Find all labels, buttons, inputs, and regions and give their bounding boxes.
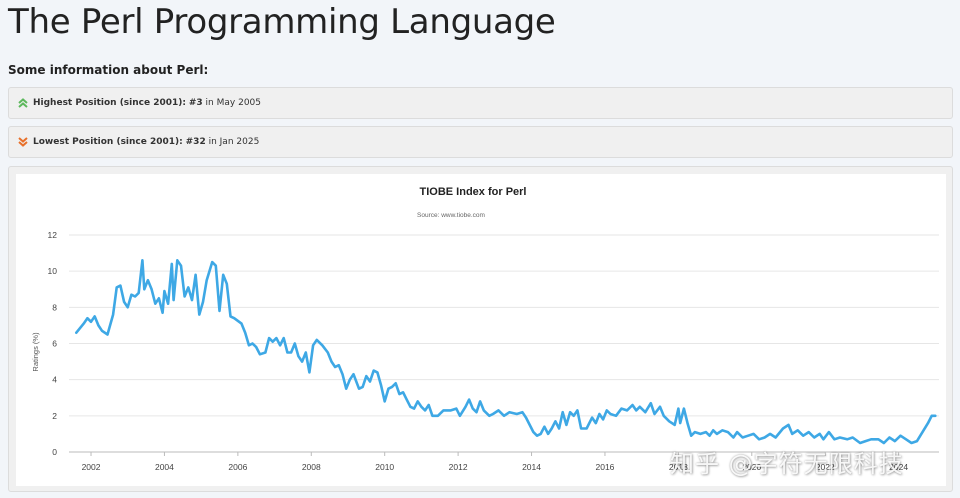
lowest-position-date: Jan 2025 <box>219 137 260 147</box>
x-tick-label: 2012 <box>449 462 468 472</box>
chart-panel: 0 2 4 6 8 10 12 2002 2004 2006 2008 2010 2012 2014 20… <box>8 166 953 492</box>
x-tick-label: 2004 <box>155 462 174 472</box>
y-tick-label: 12 <box>48 230 58 240</box>
watermark: 知乎 @字符无限科技 <box>670 450 904 478</box>
x-axis-ticks: 2002 2004 2006 2008 2010 2012 2014 2016 2018 2020… <box>82 452 908 472</box>
double-chevron-down-icon <box>18 137 28 147</box>
y-tick-label: 4 <box>52 375 57 385</box>
x-tick-label: 2010 <box>375 462 394 472</box>
y-tick-label: 2 <box>52 411 57 421</box>
lowest-position-connector: in <box>205 137 220 147</box>
highest-position-rank: #3 <box>188 98 203 108</box>
grid-lines <box>69 234 939 453</box>
highest-position-label: Highest Position (since 2001): <box>33 98 186 108</box>
x-tick-label: 2014 <box>522 462 541 472</box>
highest-position-date: May 2005 <box>216 98 261 108</box>
y-axis-ticks: 0 2 4 6 8 10 12 <box>48 230 58 457</box>
highest-position-connector: in <box>202 98 217 108</box>
x-tick-label: 2018 <box>669 462 688 472</box>
info-subheading: Some information about Perl: <box>8 63 209 77</box>
y-tick-label: 8 <box>52 302 57 312</box>
x-tick-label: 2020 <box>742 462 761 472</box>
chart-subtitle: Source: www.tiobe.com <box>417 212 485 219</box>
y-tick-label: 6 <box>52 339 57 349</box>
x-tick-label: 2024 <box>889 462 908 472</box>
lowest-position-box: Lowest Position (since 2001): #32 in Jan… <box>8 126 953 158</box>
chart-title: TIOBE Index for Perl <box>420 186 527 198</box>
lowest-position-rank: #32 <box>185 137 206 147</box>
y-axis-label: Ratings (%) <box>31 332 40 372</box>
x-tick-label: 2008 <box>302 462 321 472</box>
page-title: The Perl Programming Language <box>8 2 556 42</box>
y-tick-label: 10 <box>48 266 58 276</box>
highest-position-box: Highest Position (since 2001): #3 in May… <box>8 87 953 119</box>
series-line-perl <box>75 259 937 445</box>
chart-container: 0 2 4 6 8 10 12 2002 2004 2006 2008 2010 2012 2014 20… <box>16 174 946 486</box>
x-tick-label: 2002 <box>82 462 101 472</box>
series-layer <box>75 259 937 445</box>
x-tick-label: 2022 <box>816 462 835 472</box>
x-tick-label: 2016 <box>595 462 614 472</box>
y-tick-label: 0 <box>52 447 57 457</box>
x-tick-label: 2006 <box>228 462 247 472</box>
lowest-position-label: Lowest Position (since 2001): <box>33 137 183 147</box>
double-chevron-up-icon <box>18 98 28 108</box>
